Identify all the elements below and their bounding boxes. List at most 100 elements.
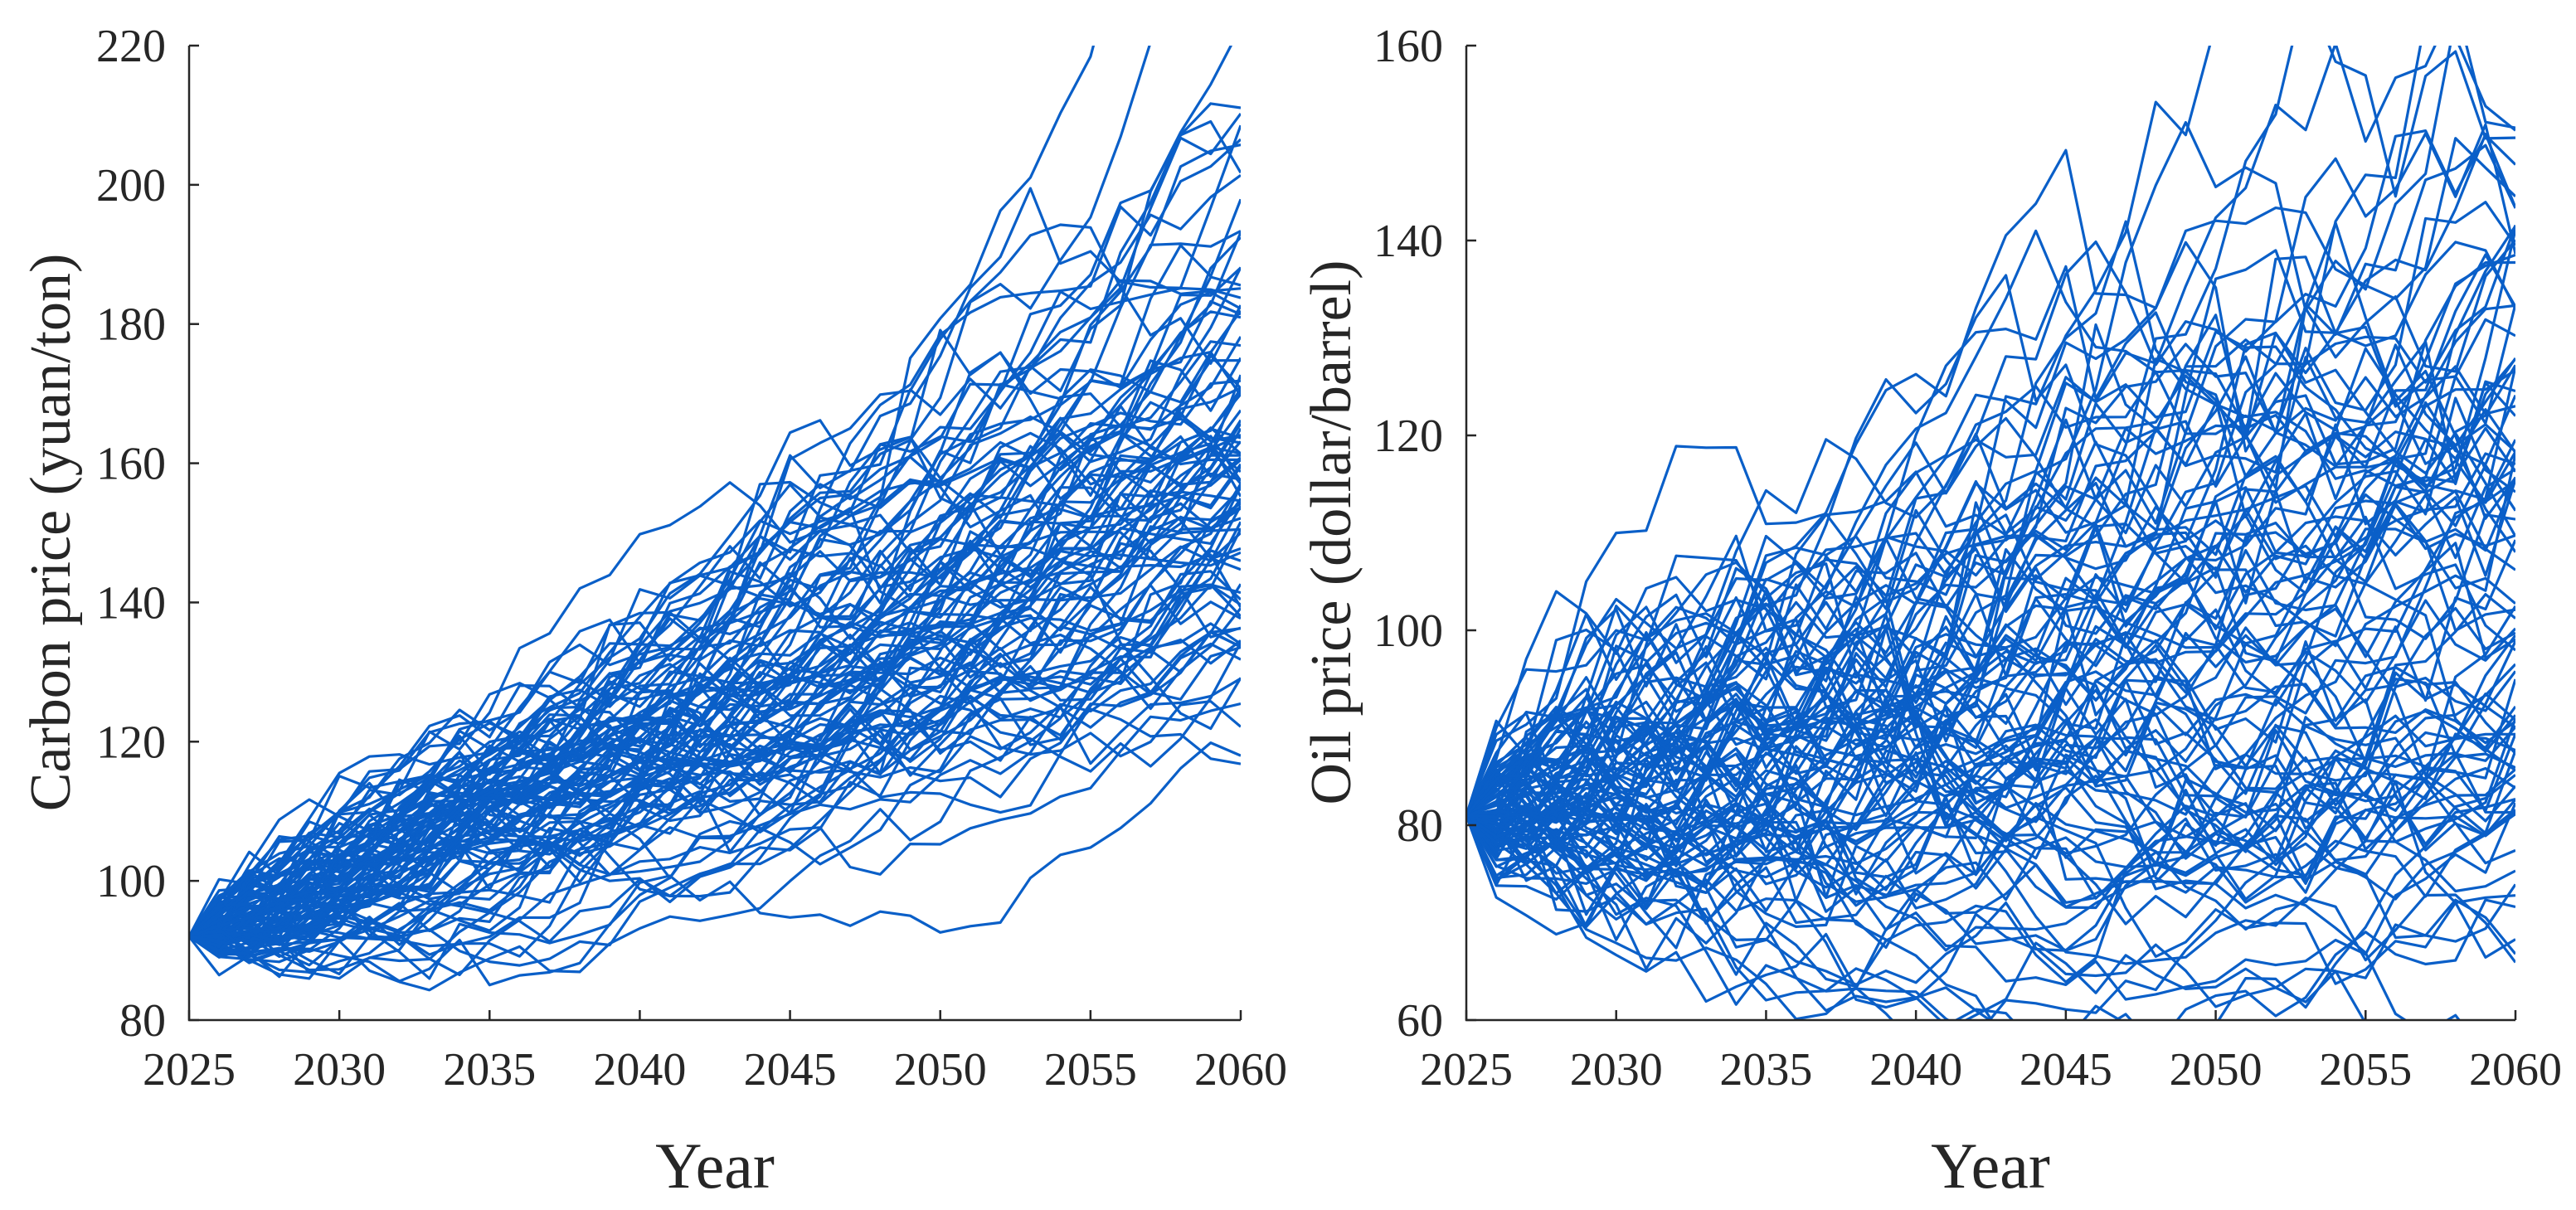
carbon-price-chart: 2025 2030 2035 2040 2045 2050 2055 2060 80 100 12… — [19, 21, 1287, 1202]
carbon-price-path-19 — [189, 483, 1241, 992]
oil-price-path-80 — [1466, 593, 2515, 866]
carbon-price-path-57 — [189, 542, 1241, 955]
oil-price-path-98 — [1466, 658, 2515, 931]
carbon-price-path-80 — [189, 359, 1241, 938]
oil-price-path-51 — [1466, 561, 2515, 877]
carbon-y-tick-label: 180 — [96, 299, 166, 351]
oil-price-path-93 — [1466, 364, 2515, 868]
carbon-price-path-99 — [189, 354, 1241, 938]
oil-price-path-43 — [1466, 260, 2515, 817]
carbon-price-x-axis-label: Year — [655, 1130, 775, 1202]
carbon-y-tick-label: 200 — [96, 160, 166, 211]
oil-x-tick-label: 2040 — [1869, 1044, 1962, 1096]
oil-price-path-52 — [1466, 304, 2515, 816]
carbon-y-tick-label: 220 — [96, 21, 166, 72]
oil-price-plot-area — [1466, 46, 2515, 1020]
oil-price-chart: 2025 2030 2035 2040 2045 2050 2055 2060 60 80 100… — [1300, 21, 2562, 1202]
oil-price-path-82 — [1466, 46, 2452, 875]
oil-x-tick-label: 2060 — [2469, 1044, 2562, 1096]
carbon-y-tick-label: 160 — [96, 439, 166, 490]
carbon-x-tick-label: 2035 — [443, 1044, 536, 1096]
oil-price-path-73 — [1466, 241, 2515, 846]
oil-price-path-99 — [1466, 265, 2515, 824]
carbon-price-path-54 — [189, 286, 1241, 938]
oil-price-path-100 — [1466, 239, 2515, 817]
oil-price-path-91 — [1466, 416, 2515, 817]
carbon-price-path-95 — [189, 617, 1241, 938]
carbon-price-path-72 — [189, 431, 1241, 938]
carbon-y-tick-label: 80 — [119, 995, 166, 1047]
oil-price-x-axis-label: Year — [1931, 1130, 2050, 1202]
oil-y-tick-label: 60 — [1397, 995, 1443, 1047]
carbon-price-path-97 — [189, 119, 1241, 938]
oil-price-path-55 — [1466, 46, 2212, 817]
oil-price-path-96 — [1466, 687, 2515, 941]
carbon-x-tick-label: 2040 — [593, 1044, 686, 1096]
oil-x-tick-label: 2045 — [2019, 1044, 2112, 1096]
carbon-price-path-98 — [189, 46, 1151, 938]
oil-price-path-92 — [1466, 508, 2515, 817]
carbon-price-path-76 — [189, 386, 1241, 953]
oil-price-path-69 — [1466, 143, 2515, 817]
carbon-price-path-75 — [189, 223, 1241, 938]
carbon-price-path-79 — [189, 388, 1241, 939]
oil-price-y-axis-label: Oil price (dollar/barrel) — [1300, 260, 1363, 805]
oil-price-path-83 — [1466, 253, 2515, 876]
oil-price-path-95 — [1466, 715, 2515, 910]
oil-price-y-ticks: 60 80 100 120 140 160 — [1373, 21, 1476, 1047]
oil-price-path-66 — [1466, 380, 2515, 880]
oil-price-path-76 — [1466, 368, 2515, 936]
oil-price-path-87 — [1466, 255, 2515, 817]
oil-y-tick-label: 120 — [1373, 411, 1443, 462]
oil-price-path-54 — [1466, 802, 2515, 1003]
oil-price-path-90 — [1466, 452, 2515, 838]
oil-price-path-77 — [1466, 670, 2515, 925]
oil-price-path-67 — [1466, 330, 2515, 854]
oil-price-path-75 — [1466, 713, 2462, 1020]
oil-price-path-81 — [1466, 201, 2515, 817]
oil-y-tick-label: 140 — [1373, 216, 1443, 267]
carbon-price-y-axis-label: Carbon price (yuan/ton) — [19, 254, 83, 812]
carbon-price-path-90 — [189, 415, 1241, 938]
oil-x-tick-label: 2030 — [1570, 1044, 1663, 1096]
carbon-x-tick-label: 2045 — [744, 1044, 837, 1096]
oil-y-tick-label: 80 — [1397, 800, 1443, 852]
oil-x-tick-label: 2035 — [1719, 1044, 1812, 1096]
oil-x-tick-label: 2050 — [2170, 1044, 2263, 1096]
carbon-x-tick-label: 2030 — [293, 1044, 386, 1096]
carbon-price-path-73 — [189, 627, 1241, 948]
oil-price-path-47 — [1466, 527, 2515, 816]
carbon-price-path-58 — [189, 741, 1241, 980]
oil-price-path-84 — [1466, 46, 2515, 816]
oil-price-path-12 — [1466, 396, 2515, 879]
oil-price-path-62 — [1466, 698, 2515, 899]
carbon-price-path-41 — [189, 487, 1241, 938]
oil-price-x-ticks: 2025 2030 2035 2040 2045 2050 2055 2060 — [1420, 1010, 2562, 1096]
carbon-price-path-93 — [189, 309, 1241, 938]
oil-price-path-53 — [1466, 754, 2515, 952]
carbon-y-tick-label: 100 — [96, 856, 166, 907]
carbon-x-tick-label: 2025 — [143, 1044, 236, 1096]
oil-y-tick-label: 100 — [1373, 605, 1443, 657]
carbon-price-path-36 — [189, 427, 1241, 938]
carbon-price-path-69 — [189, 584, 1241, 955]
carbon-price-plot-area — [189, 46, 1241, 992]
oil-price-path-35 — [1466, 806, 2123, 1020]
carbon-x-tick-label: 2055 — [1044, 1044, 1137, 1096]
oil-y-tick-label: 160 — [1373, 21, 1443, 72]
carbon-price-x-ticks: 2025 2030 2035 2040 2045 2050 2055 2060 — [143, 1010, 1287, 1096]
carbon-price-path-87 — [189, 646, 1241, 972]
oil-price-path-88 — [1466, 714, 2515, 1009]
oil-price-path-94 — [1466, 750, 2515, 907]
oil-x-tick-label: 2025 — [1420, 1044, 1513, 1096]
carbon-x-tick-label: 2050 — [894, 1044, 987, 1096]
carbon-price-path-89 — [189, 638, 1241, 938]
carbon-price-path-44 — [189, 143, 1241, 959]
carbon-price-y-ticks: 80 100 120 140 160 180 200 220 — [96, 21, 199, 1047]
carbon-price-path-96 — [189, 707, 1241, 967]
carbon-price-path-71 — [189, 521, 1241, 938]
oil-price-path-79 — [1466, 220, 2515, 873]
oil-price-path-97 — [1466, 605, 2515, 892]
oil-x-tick-label: 2055 — [2319, 1044, 2412, 1096]
